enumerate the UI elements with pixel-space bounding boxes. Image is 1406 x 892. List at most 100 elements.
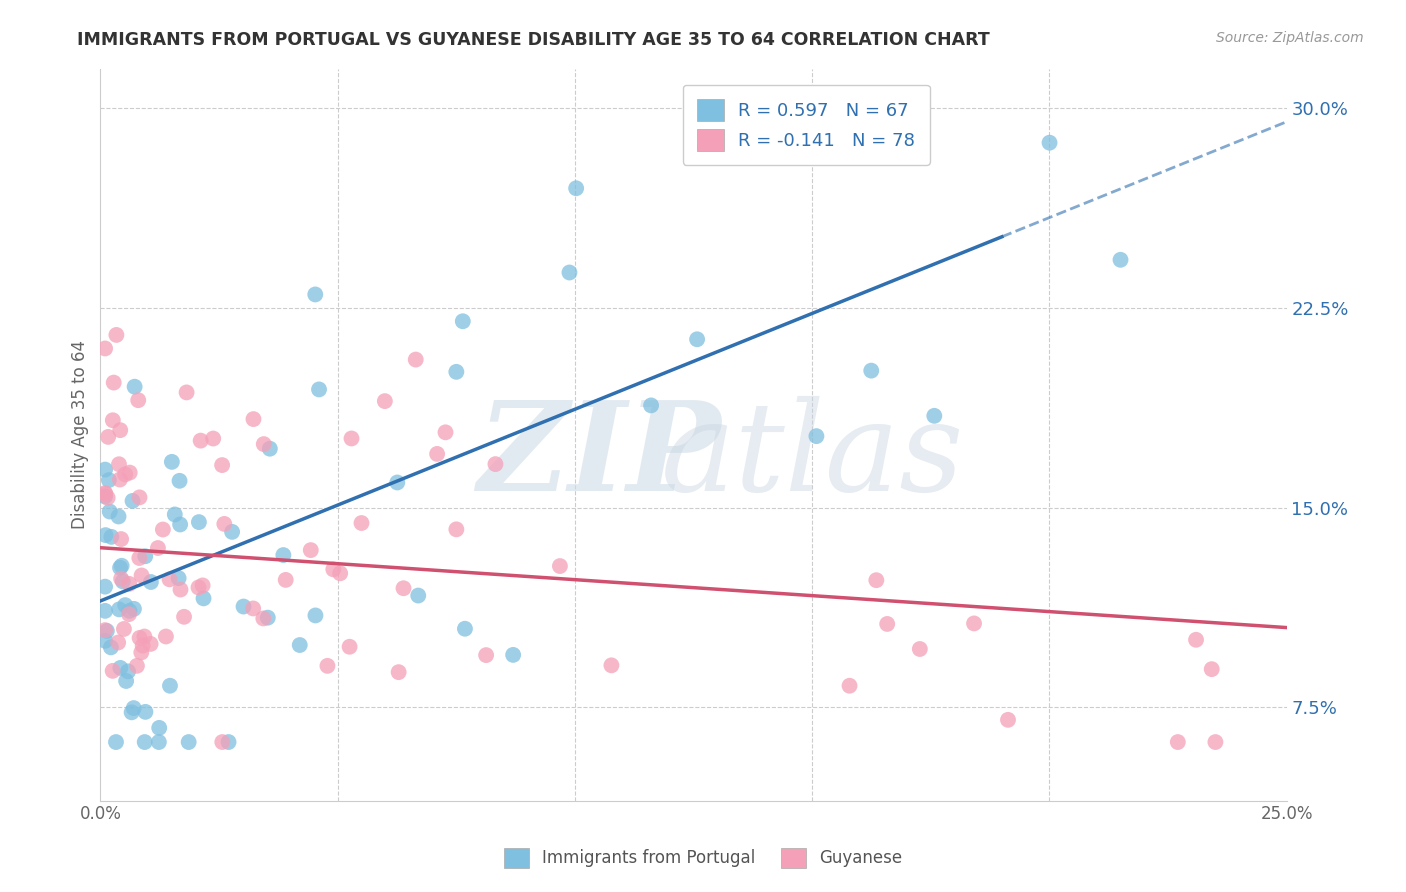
Point (350, 516, 373, 530)
Point (94, 580, 117, 594)
Point (101, 664, 124, 678)
Point (97, 491, 120, 505)
Point (173, 609, 195, 624)
Point (110, 423, 132, 437)
Point (114, 467, 136, 482)
Point (997, 713, 1019, 727)
Point (108, 457, 131, 471)
Point (288, 638, 311, 652)
Point (124, 380, 146, 394)
Point (107, 509, 129, 524)
Point (115, 673, 138, 688)
Point (322, 562, 344, 576)
Point (128, 631, 150, 645)
Point (94, 528, 117, 542)
Point (108, 473, 131, 487)
Point (155, 630, 177, 644)
Point (131, 568, 153, 582)
Point (211, 735, 233, 749)
Point (101, 413, 124, 427)
Point (110, 661, 132, 675)
Text: IMMIGRANTS FROM PORTUGAL VS GUYANESE DISABILITY AGE 35 TO 64 CORRELATION CHART: IMMIGRANTS FROM PORTUGAL VS GUYANESE DIS… (77, 31, 990, 49)
Legend: R = 0.597   N = 67, R = -0.141   N = 78: R = 0.597 N = 67, R = -0.141 N = 78 (682, 85, 929, 165)
Point (454, 622, 477, 636)
Point (169, 474, 191, 488)
Point (392, 581, 415, 595)
Point (94, 633, 117, 648)
Point (548, 559, 571, 574)
Point (108, 560, 131, 574)
Point (865, 573, 887, 587)
Point (242, 601, 264, 615)
Point (134, 549, 156, 564)
Point (187, 515, 209, 529)
Point (167, 571, 190, 585)
Point (316, 658, 339, 673)
Point (100, 640, 122, 655)
Point (640, 398, 662, 412)
Point (131, 639, 153, 653)
Point (502, 648, 524, 662)
Text: atlas: atlas (661, 396, 963, 517)
Point (112, 622, 135, 636)
Point (118, 577, 141, 591)
Point (94, 462, 117, 476)
Point (129, 645, 152, 659)
Legend: Immigrants from Portugal, Guyanese: Immigrants from Portugal, Guyanese (498, 841, 908, 875)
Point (114, 598, 136, 612)
Point (104, 735, 127, 749)
Point (107, 635, 129, 649)
Point (252, 611, 274, 625)
Point (118, 607, 141, 621)
Point (299, 543, 322, 558)
Point (148, 735, 170, 749)
Point (97, 430, 120, 444)
Point (446, 522, 468, 536)
Point (256, 610, 278, 624)
Point (308, 383, 330, 397)
Point (94, 486, 117, 500)
Point (259, 442, 281, 456)
Point (176, 385, 198, 400)
Point (118, 604, 141, 618)
Point (274, 573, 297, 587)
Point (232, 599, 254, 614)
Point (963, 616, 986, 631)
Point (1185, 632, 1208, 647)
Point (94, 623, 117, 637)
Point (565, 181, 588, 195)
Point (339, 640, 361, 654)
Point (127, 393, 149, 408)
Point (388, 665, 411, 680)
Point (117, 665, 139, 679)
Point (118, 466, 141, 480)
Point (97, 473, 120, 487)
Point (1204, 735, 1226, 749)
Point (211, 458, 233, 472)
Point (146, 541, 169, 555)
Point (475, 648, 498, 662)
Point (169, 517, 191, 532)
Point (121, 706, 143, 720)
Point (214, 516, 236, 531)
Point (434, 425, 457, 440)
Point (1109, 252, 1132, 267)
Point (686, 332, 709, 346)
Y-axis label: Disability Age 35 to 64: Disability Age 35 to 64 (72, 340, 89, 529)
Point (1038, 136, 1060, 150)
Point (924, 409, 946, 423)
Point (121, 494, 143, 508)
Point (125, 658, 148, 673)
Point (426, 447, 449, 461)
Point (406, 589, 429, 603)
Point (191, 578, 214, 592)
Point (94, 342, 117, 356)
Point (1167, 735, 1189, 749)
Text: ZIP: ZIP (477, 396, 720, 517)
Point (304, 608, 326, 623)
Point (860, 364, 883, 378)
Point (159, 572, 181, 586)
Point (484, 457, 506, 471)
Point (122, 701, 145, 715)
Point (806, 429, 828, 443)
